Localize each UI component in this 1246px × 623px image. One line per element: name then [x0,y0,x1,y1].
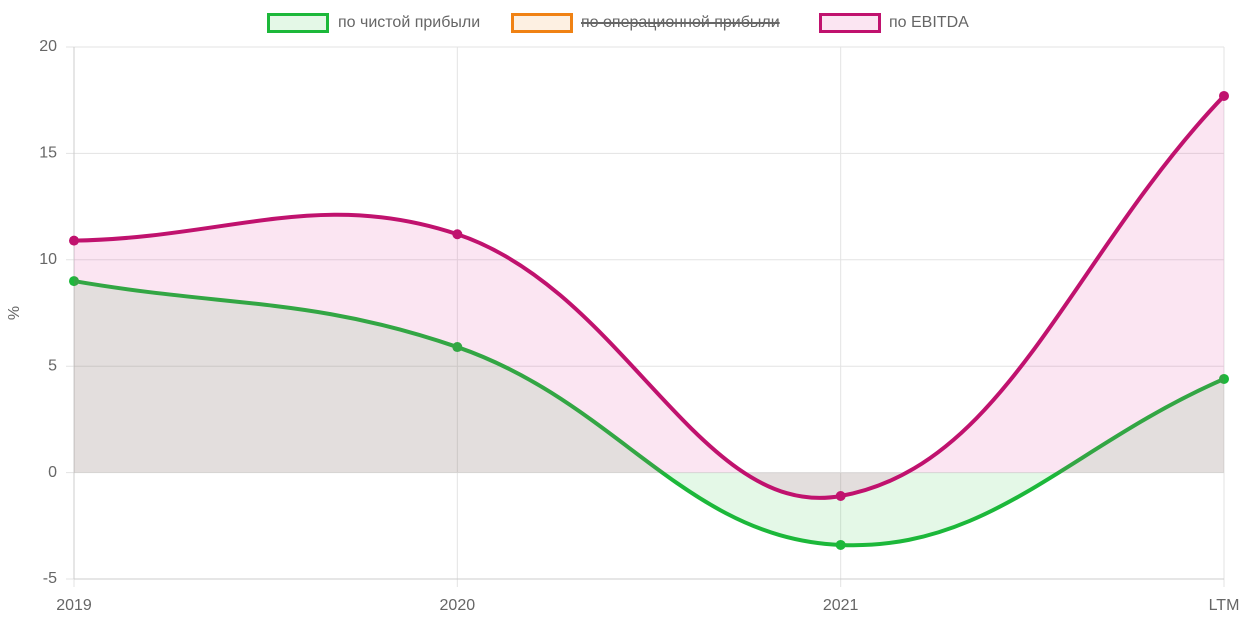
point [452,342,463,353]
x-tick-label: 2019 [56,597,92,614]
area-fill [74,95,1224,498]
line [73,94,1226,500]
point [835,491,846,502]
legend-label: по чистой прибыли [338,14,480,31]
point [452,229,463,240]
y-tick-label: 5 [48,357,57,374]
point [69,235,79,246]
line [73,279,1225,548]
point [835,539,846,550]
y-tick-label: -5 [43,570,57,587]
y-tick-label: 20 [39,38,57,55]
legend-item[interactable]: по операционной прибыли [511,13,780,33]
legend-item[interactable]: по EBITDA [819,13,970,33]
legend-item[interactable]: по чистой прибыли [267,13,481,33]
x-tick-label: LTM [1209,597,1240,614]
legend-swatch [819,13,881,33]
point [69,276,79,287]
legend-swatch [267,13,329,33]
y-tick-label: 15 [39,145,57,162]
x-tick-label: 2020 [440,597,476,614]
area-fill [74,281,1224,546]
y-tick-label: 10 [39,251,57,268]
legend-label: по EBITDA [889,14,969,31]
point [1219,90,1229,101]
point [1219,373,1229,384]
x-tick-label: 2021 [823,597,859,614]
legend-swatch [511,13,573,33]
y-axis-label: % [6,306,23,320]
y-tick-label: 0 [48,464,57,481]
